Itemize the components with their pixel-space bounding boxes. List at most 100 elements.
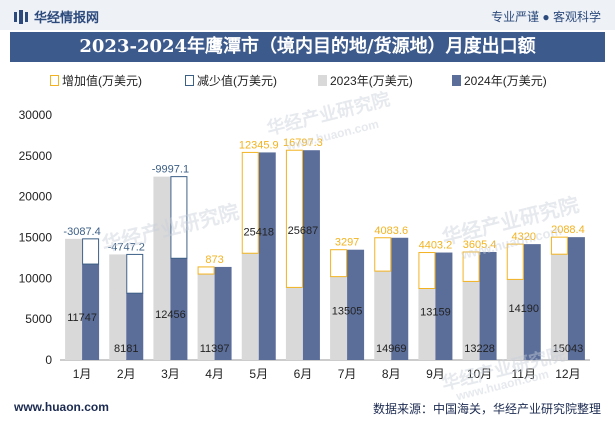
x-tick-label: 11月 [512,367,536,381]
legend-decrease-swatch [185,75,194,86]
legend-increase: 增加值(万美元) [50,72,142,89]
change-label: 3605.4 [463,239,497,251]
bar-2024-label: 12456 [155,309,186,321]
bar-2023 [241,253,259,360]
x-tick-label: 7月 [338,367,357,381]
change-label: 873 [205,254,223,266]
brand-logo-icon [14,9,28,24]
bar-2024 [214,266,232,360]
bar-2023 [462,281,480,360]
bar-2024-label: 13228 [464,343,495,355]
bar-2024 [347,249,365,360]
bar-2024-label: 15043 [553,343,584,355]
x-tick-label: 12月 [555,367,580,381]
change-label: 3297 [335,237,359,249]
bar-2023 [109,254,127,360]
x-tick-label: 10月 [467,367,492,381]
decrease-box [170,176,188,259]
x-tick-label: 8月 [382,367,401,381]
legend-2024: 2024年(万美元) [452,72,547,89]
y-tick-label: 5000 [25,312,52,326]
x-tick-label: 2月 [117,367,136,381]
y-tick-label: 20000 [19,190,53,204]
bar-2024 [170,258,188,360]
bar-2023 [65,238,83,360]
x-tick-label: 1月 [73,367,92,381]
bar-2023 [506,279,524,360]
bar-2023 [197,274,215,360]
increase-box [285,149,303,288]
bar-2024-label: 14190 [508,303,539,315]
increase-box [418,252,436,289]
increase-box [374,237,392,272]
change-label: 2088.4 [551,224,585,236]
bar-2023 [374,271,392,360]
x-tick-label: 4月 [205,367,224,381]
x-tick-label: 5月 [249,367,268,381]
change-label: 12345.9 [239,139,279,151]
x-tick-label: 9月 [426,367,445,381]
bar-2024-label: 14969 [376,343,407,355]
y-tick-label: 10000 [19,271,53,285]
change-label: 4403.2 [419,240,453,252]
legend-2024-swatch [452,75,461,86]
legend-2023: 2023年(万美元) [318,72,413,89]
bar-2024 [435,252,453,360]
legend-increase-label: 增加值(万美元) [62,74,142,88]
bar-2024-label: 11747 [67,312,97,324]
brand[interactable]: 华经情报网 [14,7,99,26]
bar-2024-label: 25687 [288,225,319,237]
increase-box [462,251,480,282]
bar-2023 [153,176,171,360]
change-label: -9997.1 [152,164,189,176]
bar-2024 [302,150,320,360]
increase-box [506,243,524,280]
brand-name: 华经情报网 [34,10,100,25]
bar-2023 [330,276,348,360]
legend-decrease-label: 减少值(万美元) [197,74,277,88]
footer-url[interactable]: www.huaon.com [14,400,109,414]
legend: 增加值(万美元) 减少值(万美元) 2023年(万美元) 2024年(万美元) [0,72,615,92]
y-tick-label: 25000 [19,149,53,163]
bar-2024 [567,237,585,360]
legend-increase-swatch [50,75,59,86]
bar-2023 [285,287,303,360]
y-tick-label: 0 [45,353,52,367]
chart-area: 0 5000 10000 15000 20000 25000 30000 -3087.4 117… [19,108,590,381]
increase-box [241,151,259,254]
increase-box [550,236,568,255]
x-tick-label: 6月 [294,367,313,381]
legend-2023-label: 2023年(万美元) [330,74,413,88]
change-label: 4320 [512,231,536,243]
y-tick-label: 15000 [19,231,53,245]
bar-2024 [82,264,100,360]
bar-2024 [523,244,541,360]
bar-2024 [126,293,144,360]
bar-2024-label: 11397 [200,343,230,355]
change-label: 16797.3 [283,137,323,149]
title-bar: 2023-2024年鹰潭市（境内目的地/货源地）月度出口额 [10,32,605,62]
x-tick-label: 3月 [161,367,180,381]
bar-2023 [550,254,568,360]
decrease-box [82,238,100,265]
top-bar: 华经情报网 专业严谨 ● 客观科学 [0,0,615,30]
footer-source: 数据来源：中国海关，华经产业研究院整理 [372,402,601,416]
bar-2024-label: 13159 [420,307,451,319]
bar-2023 [418,288,436,360]
change-label: 4083.6 [374,225,408,237]
bar-2024-label: 25418 [243,226,274,238]
bar-2024-label: 13505 [332,305,363,317]
legend-decrease: 减少值(万美元) [185,72,277,89]
decrease-box [126,253,144,294]
tagline: 专业严谨 ● 客观科学 [491,10,601,24]
legend-2023-swatch [318,75,327,86]
change-label: -3087.4 [63,226,100,238]
bar-2024 [258,152,276,360]
bar-2024 [479,251,497,360]
bar-2024 [391,237,409,360]
bar-2024-label: 8181 [114,343,138,355]
increase-box [197,266,215,275]
increase-box [330,249,348,278]
legend-2024-label: 2024年(万美元) [464,74,547,88]
change-label: -4747.2 [108,241,145,253]
